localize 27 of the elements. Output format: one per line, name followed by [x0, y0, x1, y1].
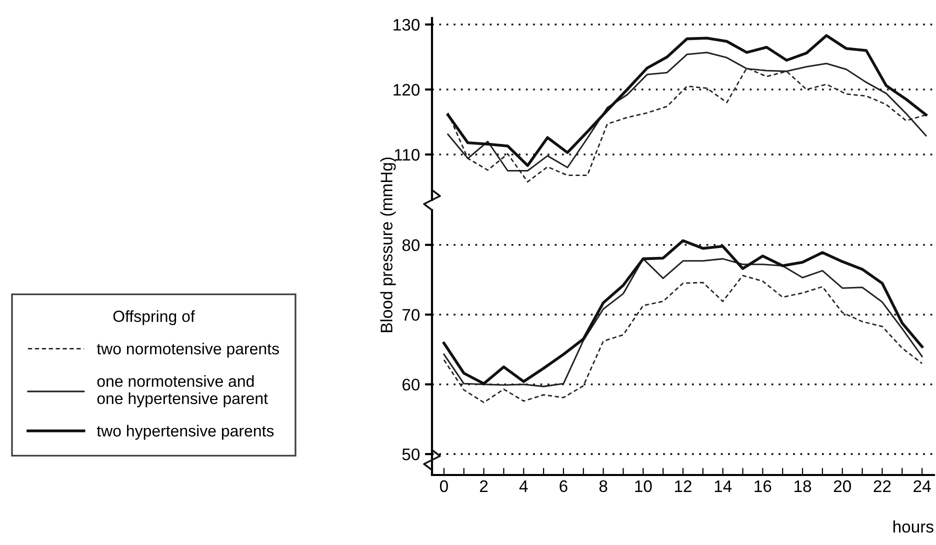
- y-tick-label: 60: [402, 378, 420, 391]
- x-tick-label: 24: [914, 480, 931, 492]
- x-tick-label: 6: [560, 480, 568, 492]
- y-tick-label: 70: [402, 309, 420, 321]
- y-tick-label: 80: [402, 239, 420, 252]
- x-tick-label: 14: [714, 480, 732, 492]
- legend-label: two hypertensive parents: [96, 424, 274, 440]
- x-tick-label: 18: [794, 480, 812, 492]
- legend-label: two normotensive parents: [96, 342, 279, 358]
- line-series: [443, 274, 923, 404]
- legend-label: one normotensive and one hypertensive parent: [97, 375, 268, 408]
- x-tick-label: 12: [675, 480, 692, 492]
- x-tick-label: 8: [599, 480, 608, 492]
- x-axis-title: hours: [893, 520, 934, 533]
- x-tick-label: 16: [754, 480, 772, 492]
- x-tick-label: 10: [635, 480, 652, 492]
- y-tick-label: 130: [394, 18, 420, 31]
- x-tick-label: 22: [874, 480, 891, 492]
- x-tick-label: 20: [834, 480, 851, 492]
- y-tick-label: 120: [394, 84, 420, 96]
- y-tick-label: 110: [394, 148, 420, 161]
- y-axis-title: Blood pressure (mmHg): [380, 158, 396, 332]
- legend-title: Offspring of: [113, 310, 195, 326]
- x-tick-label: 0: [440, 480, 448, 492]
- y-tick-label: 50: [402, 448, 420, 460]
- x-tick-label: 2: [480, 480, 488, 492]
- x-tick-label: 4: [519, 480, 528, 492]
